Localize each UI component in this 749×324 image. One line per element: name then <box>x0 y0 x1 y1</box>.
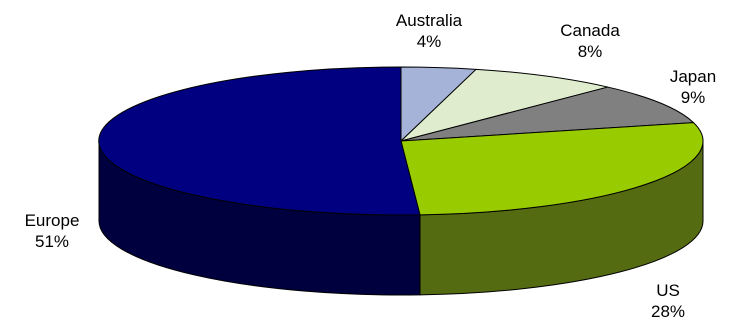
slice-label-europe: Europe 51% <box>12 210 92 252</box>
slice-value-canada: 8% <box>577 42 603 61</box>
slice-value-us: 28% <box>650 302 686 321</box>
pie-slice-canada <box>400 68 609 142</box>
slice-value-australia: 4% <box>416 32 442 51</box>
slice-label-canada: Canada 8% <box>550 20 630 62</box>
slice-name-australia: Australia <box>395 11 463 30</box>
slice-name-europe: Europe <box>24 211 80 230</box>
pie-slice-europe <box>98 66 421 216</box>
pie-tops <box>98 66 704 216</box>
slice-label-japan: Japan 9% <box>658 66 728 108</box>
slice-name-canada: Canada <box>560 21 620 40</box>
slice-label-australia: Australia 4% <box>384 10 474 52</box>
slice-label-us: US 28% <box>638 280 698 322</box>
pie-slice-japan <box>400 86 695 142</box>
slice-name-japan: Japan <box>669 67 717 86</box>
pie-slice-us <box>400 122 704 216</box>
slice-value-europe: 51% <box>34 232 70 251</box>
slice-name-us: US <box>656 281 680 300</box>
slice-value-japan: 9% <box>680 88 706 107</box>
